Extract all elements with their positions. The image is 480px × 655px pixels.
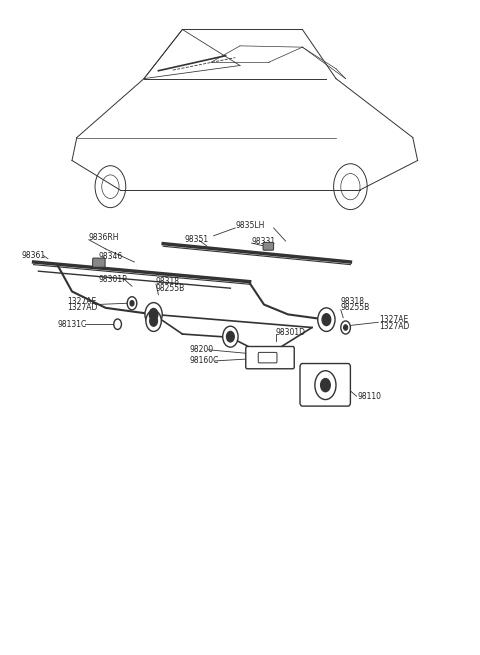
Circle shape (145, 303, 162, 326)
Text: 98131C: 98131C (58, 320, 87, 329)
Circle shape (223, 326, 238, 347)
Text: 98346: 98346 (98, 252, 123, 261)
FancyBboxPatch shape (300, 364, 350, 406)
Text: 98110: 98110 (358, 392, 382, 401)
Circle shape (150, 316, 157, 326)
Circle shape (149, 309, 158, 320)
FancyBboxPatch shape (258, 352, 277, 363)
FancyBboxPatch shape (93, 258, 105, 267)
Text: 9835LH: 9835LH (235, 221, 264, 231)
Circle shape (127, 297, 137, 310)
Text: 1327AE: 1327AE (67, 297, 96, 306)
Text: 98351: 98351 (185, 234, 209, 244)
Text: 1327AD: 1327AD (67, 303, 97, 312)
Text: 98255B: 98255B (341, 303, 370, 312)
Circle shape (114, 319, 121, 329)
Circle shape (227, 331, 234, 342)
Text: 1327AD: 1327AD (379, 322, 409, 331)
Circle shape (341, 321, 350, 334)
Circle shape (318, 308, 335, 331)
Text: 98255B: 98255B (156, 284, 185, 293)
Text: 98318: 98318 (341, 297, 365, 306)
Text: 98160C: 98160C (190, 356, 219, 365)
Circle shape (321, 379, 330, 392)
Circle shape (146, 310, 161, 331)
Circle shape (130, 301, 134, 306)
FancyBboxPatch shape (246, 346, 294, 369)
Text: 98301D: 98301D (276, 328, 306, 337)
Text: 98301P: 98301P (98, 274, 127, 284)
Text: 98361: 98361 (22, 251, 46, 260)
Text: 9836RH: 9836RH (89, 233, 120, 242)
Text: 98200: 98200 (190, 345, 214, 354)
Text: 1327AE: 1327AE (379, 315, 408, 324)
FancyBboxPatch shape (263, 242, 274, 250)
Circle shape (315, 371, 336, 400)
Circle shape (344, 325, 348, 330)
Text: 98331: 98331 (252, 237, 276, 246)
Circle shape (322, 314, 331, 326)
Text: 98318: 98318 (156, 277, 180, 286)
